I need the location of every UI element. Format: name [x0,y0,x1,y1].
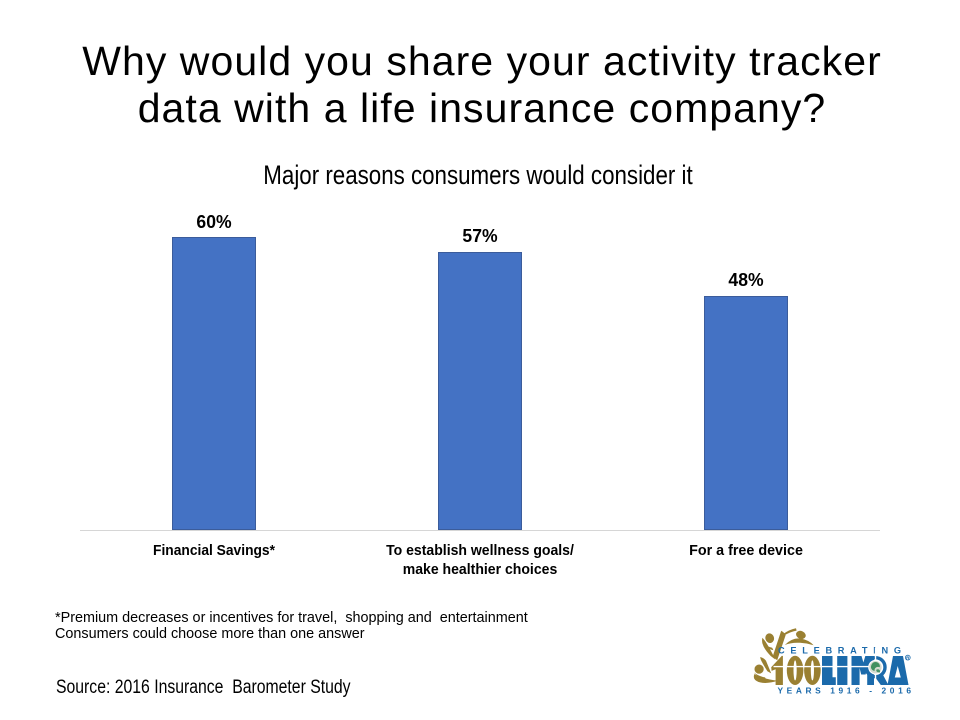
svg-text:R: R [906,655,910,660]
svg-text:YEARS 1916 - 2016: YEARS 1916 - 2016 [778,685,912,695]
svg-text:CELEBRATING: CELEBRATING [778,645,901,655]
